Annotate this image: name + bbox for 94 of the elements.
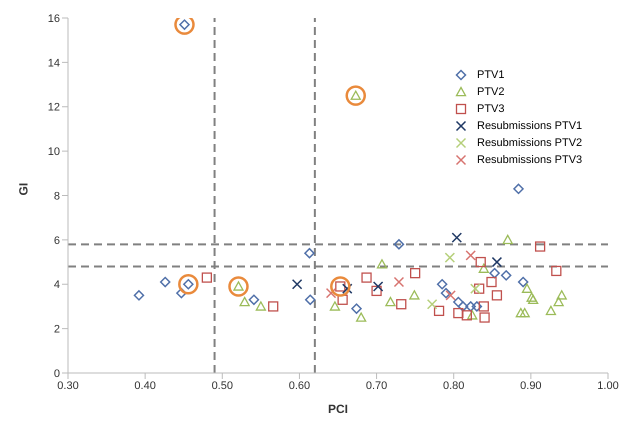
point [467, 310, 478, 320]
point [268, 301, 278, 312]
point [342, 283, 353, 294]
point [176, 288, 187, 298]
y-tick-label: 14 [48, 57, 60, 70]
point [356, 312, 366, 322]
point [478, 301, 489, 312]
point [520, 308, 530, 318]
point [326, 288, 336, 298]
point [489, 268, 500, 278]
point [522, 284, 532, 293]
point [330, 301, 340, 311]
y-tick-label: 4 [54, 279, 60, 292]
point [453, 296, 464, 308]
point [553, 296, 564, 306]
point [134, 290, 144, 301]
point [478, 264, 489, 273]
point [248, 294, 260, 306]
point [528, 294, 538, 304]
x-tick-label: 0.50 [212, 380, 233, 392]
point [462, 310, 472, 320]
point [178, 274, 199, 294]
point [372, 281, 384, 292]
point [396, 299, 406, 310]
point [426, 298, 438, 310]
point [394, 239, 404, 250]
point [476, 256, 486, 268]
point [486, 276, 497, 288]
point [256, 301, 266, 311]
point [304, 294, 316, 306]
point [351, 303, 362, 314]
x-tick-label: 0.60 [288, 380, 310, 392]
y-tick-label: 6 [54, 234, 60, 247]
point [556, 290, 567, 300]
point [376, 259, 388, 269]
point [440, 288, 452, 298]
y-tick-label: 10 [48, 146, 60, 158]
point [330, 276, 351, 297]
x-tick-label: 0.80 [443, 380, 464, 392]
point [371, 286, 382, 296]
point [444, 252, 456, 263]
x-axis-title: PCI [328, 402, 348, 416]
point [453, 308, 464, 318]
point [385, 296, 396, 306]
point [445, 290, 456, 301]
point [551, 266, 562, 276]
point [516, 308, 526, 318]
y-tick-label: 8 [54, 190, 60, 202]
point [465, 250, 476, 261]
point [202, 272, 212, 283]
x-tick-label: 0.30 [57, 380, 79, 392]
point [394, 276, 404, 288]
legend-label: Resubmissions PTV2 [477, 136, 582, 148]
y-axis-title: GI [16, 182, 30, 196]
y-tick-label: 2 [54, 324, 60, 336]
legend-label: PTV1 [477, 68, 505, 80]
point [472, 301, 482, 312]
point [410, 268, 420, 278]
point [546, 306, 556, 316]
point [492, 256, 502, 268]
point [337, 294, 348, 305]
point [474, 284, 484, 294]
y-tick-label: 12 [48, 102, 60, 114]
point [361, 272, 372, 283]
point [240, 296, 250, 306]
point [292, 279, 302, 290]
point [434, 306, 444, 316]
point [470, 283, 481, 294]
legend-label: PTV2 [477, 86, 505, 98]
point [492, 290, 502, 300]
point [518, 276, 528, 288]
point [228, 276, 249, 297]
point [409, 290, 420, 300]
legend-label: PTV3 [477, 102, 505, 114]
y-tick-label: 0 [54, 368, 60, 380]
legend-label: Resubmissions PTV3 [477, 154, 582, 166]
point [452, 232, 462, 243]
point [534, 241, 546, 252]
point [304, 248, 315, 258]
point [465, 301, 476, 312]
point [500, 270, 512, 281]
x-tick-label: 0.70 [366, 380, 388, 392]
x-tick-label: 0.40 [134, 380, 156, 392]
y-tick-label: 16 [48, 12, 60, 25]
point [502, 234, 513, 244]
point [436, 279, 448, 290]
x-tick-label: 1.00 [597, 380, 619, 392]
point [479, 312, 490, 323]
legend-label: Resubmissions PTV1 [477, 120, 582, 132]
x-tick-label: 0.90 [520, 380, 542, 392]
point [160, 276, 170, 288]
point [345, 85, 366, 106]
point [513, 184, 524, 194]
point [526, 292, 537, 302]
